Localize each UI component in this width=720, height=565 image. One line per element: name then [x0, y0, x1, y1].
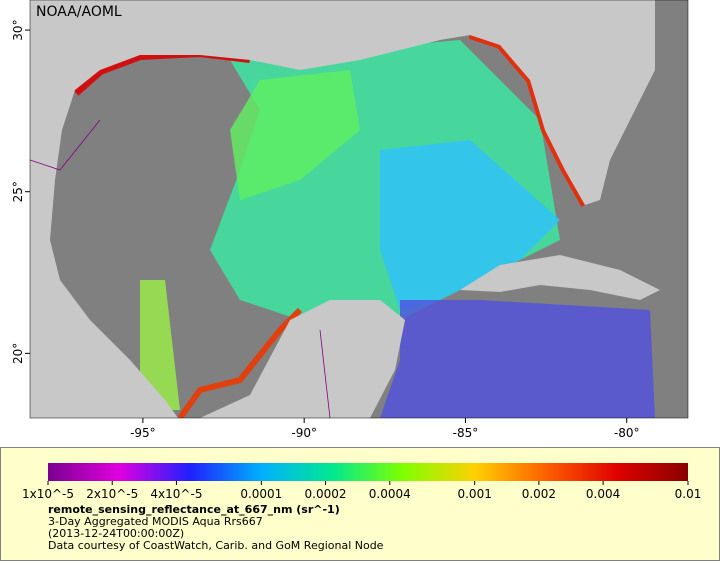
colorbar-tick-label: 2x10^-5 [86, 487, 138, 501]
turbid-coast [177, 307, 303, 418]
y-tick-label: 20° [11, 343, 25, 364]
credit: NOAA/AOML [36, 4, 122, 20]
colorbar-tick-label: 0.0002 [305, 487, 347, 501]
land [30, 0, 655, 418]
data-swath [380, 300, 655, 418]
colorbar-tick-label: 1x10^-5 [22, 487, 74, 501]
caption-title: remote_sensing_reflectance_at_667_nm (sr… [48, 503, 340, 516]
x-tick-label: -85° [453, 426, 479, 440]
border [30, 119, 101, 171]
y-tick-label: 30° [11, 19, 25, 40]
map-frame [29, 0, 689, 419]
data-swath [140, 280, 180, 410]
colorbar [48, 463, 688, 481]
x-tick-label: -90° [291, 426, 317, 440]
data-swath [380, 140, 560, 310]
colorbar-tick-label: 0.001 [457, 487, 491, 501]
caption-line: Data courtesy of CoastWatch, Carib. and … [48, 539, 384, 552]
colorbar-tick-label: 0.0001 [240, 487, 282, 501]
x-tick-label: -80° [614, 426, 640, 440]
map: NOAA/AOML [30, 0, 688, 418]
colorbar-tick-label: 0.002 [522, 487, 556, 501]
colorbar-tick-label: 0.0004 [369, 487, 411, 501]
y-tick-label: 25° [11, 181, 25, 202]
data-swath [230, 70, 360, 200]
caption-line: 3-Day Aggregated MODIS Aqua Rrs667 [48, 515, 263, 528]
colorbar-tick-label: 0.004 [586, 487, 620, 501]
land [460, 255, 660, 300]
colorbar-tick-label: 4x10^-5 [150, 487, 202, 501]
colorbar-tick-label: 0.01 [675, 487, 702, 501]
land [200, 300, 405, 418]
border [319, 329, 331, 418]
x-tick-label: -95° [130, 426, 156, 440]
caption-line: (2013-12-24T00:00:00Z) [48, 527, 184, 540]
